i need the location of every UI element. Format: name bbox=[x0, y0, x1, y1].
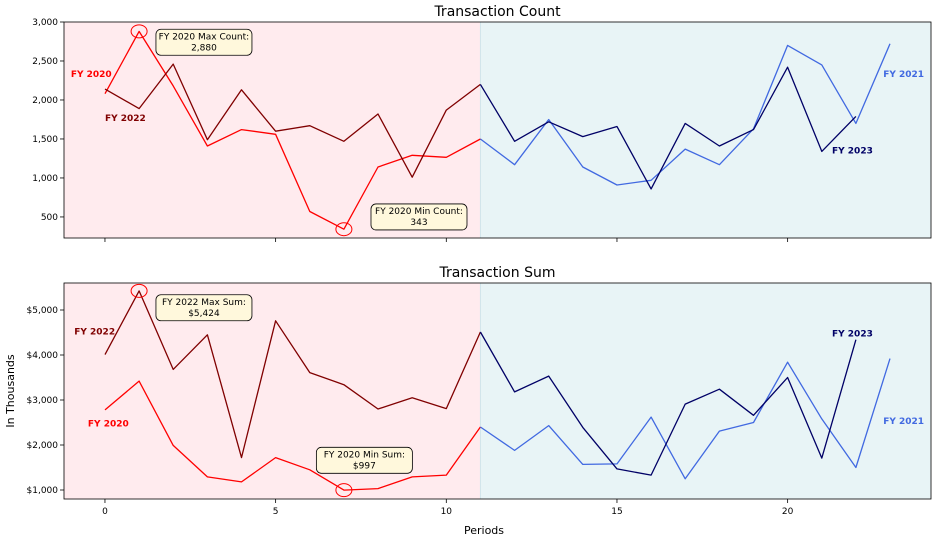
chart-2-x-tick-label: 10 bbox=[441, 507, 453, 517]
chart-2-x-tick-label: 0 bbox=[102, 507, 108, 517]
chart-1-title: Transaction Count bbox=[433, 4, 561, 20]
chart-2-series-line-fy-2020 bbox=[104, 380, 481, 491]
chart-1-annotation-text-1: 343 bbox=[410, 218, 427, 228]
chart-1-y-tick-label: 1,500 bbox=[32, 135, 58, 145]
chart-2-annotation-text-0: FY 2022 Max Sum: bbox=[162, 298, 246, 308]
chart-1-series-label-fy-2020: FY 2020 bbox=[71, 70, 112, 80]
chart-2-series-line-fy-2023 bbox=[479, 331, 857, 476]
chart-2-title: Transaction Sum bbox=[439, 265, 556, 281]
chart-1-annotation-box-0 bbox=[155, 28, 253, 56]
chart-1-region-0 bbox=[64, 22, 481, 238]
chart-1-y-tick-label: 3,000 bbox=[32, 18, 58, 28]
y-axis-label: In Thousands bbox=[4, 354, 17, 428]
chart-1-y-tick-label: 2,500 bbox=[32, 57, 58, 67]
chart-1-series-label-fy-2021: FY 2021 bbox=[883, 70, 924, 80]
chart-2-series-line-fy-2022 bbox=[104, 290, 481, 459]
chart-2-y-tick-label: $1,000 bbox=[27, 486, 59, 496]
transaction-sum-chart: $1,000 $2,000 $3,000 $4,000 $5,000 0 5 10 15 20 Tr… bbox=[27, 265, 932, 517]
transaction-count-chart: 500 1,000 1,500 2,000 2,500 3,000 Transaction … bbox=[32, 4, 932, 242]
chart-1-series-line-fy-2022 bbox=[104, 63, 481, 178]
chart-1-annotation-text-0: FY 2020 Max Count: bbox=[159, 32, 250, 42]
chart-1-y-tick-label: 2,000 bbox=[32, 96, 58, 106]
chart-2-y-tick-label: $3,000 bbox=[27, 396, 59, 406]
chart-1-annotation-text-0: 2,880 bbox=[191, 43, 217, 53]
chart-1-plot-frame bbox=[63, 21, 932, 239]
chart-1-y-tick-label: 500 bbox=[41, 213, 58, 223]
chart-2-annotation-marker-0 bbox=[130, 283, 148, 298]
chart-2-x-tick-label: 20 bbox=[782, 507, 794, 517]
chart-1-series-line-fy-2021 bbox=[480, 43, 891, 186]
chart-1-annotation-box-1 bbox=[370, 203, 468, 231]
chart-2-series-label-fy-2020: FY 2020 bbox=[88, 419, 129, 429]
chart-1-series-label-fy-2022: FY 2022 bbox=[105, 114, 146, 124]
chart-2-annotation-box-0 bbox=[155, 294, 253, 322]
chart-2-series-label-fy-2023: FY 2023 bbox=[832, 329, 873, 339]
chart-2-x-tick-label: 15 bbox=[611, 507, 622, 517]
chart-1-annotation-marker-1 bbox=[335, 222, 353, 237]
chart-1-annotation-text-1: FY 2020 Min Count: bbox=[375, 207, 463, 217]
chart-2-annotation-box-1 bbox=[315, 446, 413, 474]
chart-1-series-line-fy-2020 bbox=[104, 30, 481, 230]
chart-2-annotation-text-1: FY 2020 Min Sum: bbox=[324, 450, 405, 460]
chart-2-x-tick-label: 5 bbox=[273, 507, 279, 517]
chart-2-plot-frame bbox=[63, 282, 932, 500]
chart-1-annotation-marker-0 bbox=[130, 24, 148, 39]
chart-2-annotation-text-0: $5,424 bbox=[188, 309, 220, 319]
x-axis-label: Periods bbox=[464, 524, 504, 537]
chart-2-annotation-marker-1 bbox=[335, 483, 353, 498]
chart-1-series-label-fy-2023: FY 2023 bbox=[832, 147, 873, 157]
chart-2-annotation-text-1: $997 bbox=[353, 461, 376, 471]
chart-2-y-tick-label: $2,000 bbox=[27, 441, 59, 451]
chart-1-y-tick-label: 1,000 bbox=[32, 174, 58, 184]
chart-2-series-label-fy-2022: FY 2022 bbox=[74, 328, 115, 338]
chart-2-region-1 bbox=[480, 283, 931, 499]
chart-2-series-line-fy-2021 bbox=[480, 358, 891, 480]
chart-1-region-1 bbox=[480, 22, 931, 238]
chart-1-series-line-fy-2023 bbox=[479, 66, 857, 190]
chart-2-y-tick-label: $4,000 bbox=[27, 351, 59, 361]
chart-2-series-label-fy-2021: FY 2021 bbox=[883, 417, 924, 427]
chart-2-y-tick-label: $5,000 bbox=[27, 306, 59, 316]
